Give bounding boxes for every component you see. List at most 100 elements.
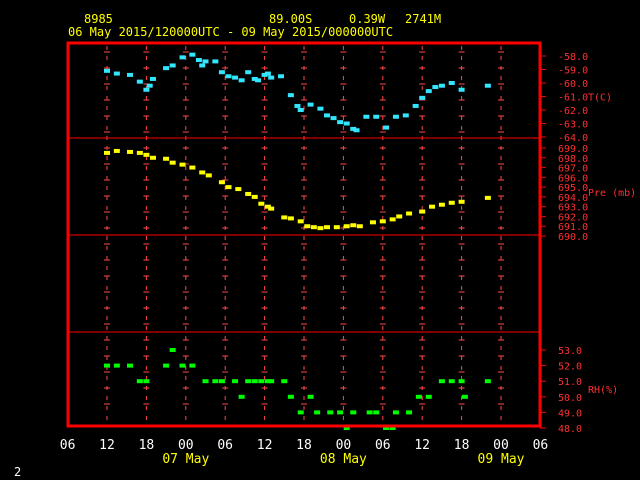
temp-point [350, 126, 357, 131]
pres-point [199, 170, 206, 175]
temp-point [218, 70, 225, 75]
pres-point [297, 219, 304, 224]
rh-point [287, 394, 294, 399]
temp-point [307, 102, 314, 107]
rh-point [458, 379, 465, 384]
rh-point [202, 379, 209, 384]
plot-frame [66, 41, 542, 428]
pres-point [379, 219, 386, 224]
pres-point [245, 191, 252, 196]
temp-point [353, 128, 360, 133]
temp-point [412, 103, 419, 108]
rh-point [327, 410, 334, 415]
temp-point [419, 95, 426, 100]
temp-point [232, 75, 239, 80]
pres-point [429, 204, 436, 209]
pres-point [169, 160, 176, 165]
x-tick-label: 12 [99, 438, 115, 453]
x-tick-label: 00 [493, 438, 509, 453]
rh-point [232, 379, 239, 384]
temp-point [113, 71, 120, 76]
temp-point [202, 59, 209, 64]
station-longitude: 0.39W [349, 12, 386, 26]
pres-point [264, 204, 271, 209]
pres-point [356, 224, 363, 229]
temp-point [195, 58, 202, 63]
y-tick-label: -62.0 [558, 106, 588, 117]
temp-point [287, 93, 294, 98]
date-label: 07 May [162, 452, 209, 467]
temp-point [255, 78, 262, 83]
y-tick-label: 49.0 [558, 408, 582, 419]
temp-point [337, 120, 344, 125]
temp-point [448, 81, 455, 85]
rh-point [415, 394, 422, 399]
y-tick-label: -60.0 [558, 79, 588, 90]
y-tick-label: 698.0 [558, 154, 588, 165]
temp-point [323, 113, 330, 118]
temp-point [238, 78, 245, 83]
temp-point [297, 108, 304, 112]
date-label: 08 May [320, 452, 367, 467]
pres-point [406, 211, 413, 216]
temp-point [363, 114, 370, 119]
rh-point [425, 394, 432, 399]
rh-point [448, 379, 455, 384]
temp-point [330, 116, 337, 121]
date-label: 09 May [478, 452, 525, 467]
pres-point [369, 220, 376, 225]
station-elevation: 2741M [405, 12, 442, 26]
pres-point [163, 156, 170, 161]
temp-point [146, 83, 153, 88]
temp-point [261, 72, 268, 77]
pres-point [205, 173, 212, 178]
rh-point [392, 410, 399, 415]
rh-point [406, 410, 413, 415]
pres-point [258, 201, 265, 206]
rh-point [126, 363, 133, 368]
pres-point [448, 200, 455, 205]
pres-point [396, 214, 403, 219]
pres-point [225, 185, 232, 190]
temp-point [163, 66, 170, 71]
pres-point [419, 209, 426, 214]
pres-point [333, 225, 340, 230]
rh-point [163, 363, 170, 368]
rh-point [350, 410, 357, 415]
pres-point [438, 202, 445, 207]
rh-point [218, 379, 225, 384]
temp-point [402, 113, 409, 118]
y-tick-label: 52.0 [558, 362, 582, 373]
rh-point [366, 410, 373, 415]
rh-point [212, 379, 219, 384]
temp-point [136, 79, 143, 84]
y-tick-label: 691.0 [558, 222, 588, 233]
temp-point [104, 68, 110, 73]
rh-point [314, 410, 321, 415]
y-tick-label: 692.0 [558, 212, 588, 223]
station-id: 8985 [84, 12, 113, 26]
pres-point [484, 195, 491, 200]
rh-point [337, 410, 344, 415]
x-tick-label: 12 [257, 438, 273, 453]
pres-point [179, 162, 186, 167]
pres-point [136, 150, 143, 155]
temp-point [392, 114, 399, 119]
pres-point [458, 199, 465, 204]
pres-point [350, 223, 357, 228]
x-tick-label: 06 [533, 438, 549, 453]
temp-point [245, 70, 252, 75]
temp-point [268, 75, 275, 80]
rh-point [245, 379, 252, 384]
station-latitude: 89.00S [269, 12, 313, 26]
rh-point [189, 363, 196, 368]
temp-point [199, 63, 206, 68]
pres-point [113, 148, 120, 153]
temp-point [425, 89, 432, 94]
temp-point [383, 125, 390, 130]
rh-point [484, 379, 491, 384]
rh-point [461, 394, 468, 399]
y-tick-label: -64.0 [558, 133, 588, 144]
temp-point [149, 76, 156, 81]
pres-point [281, 215, 288, 220]
